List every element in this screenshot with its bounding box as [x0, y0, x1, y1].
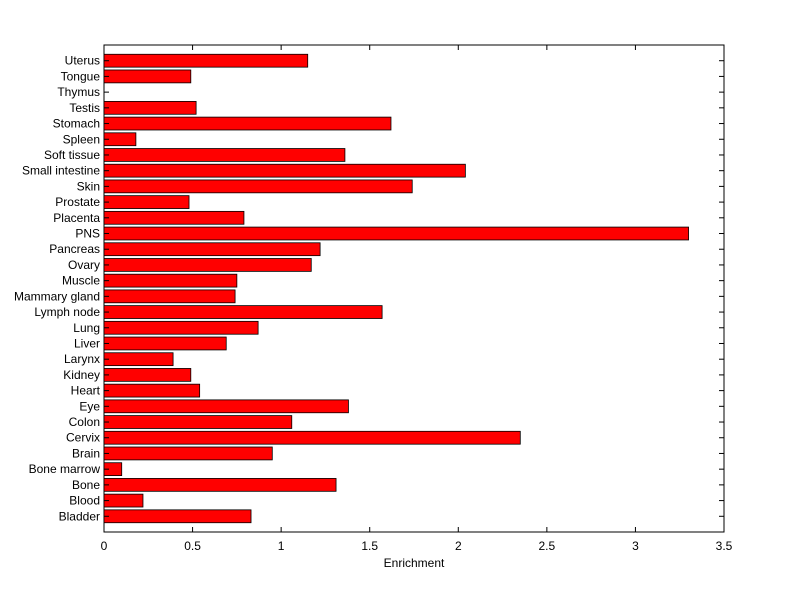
y-tick-label: Skin — [77, 179, 100, 193]
x-tick-label: 2 — [455, 539, 462, 553]
y-tick-label: Eye — [79, 399, 100, 413]
y-tick-label: Bone — [72, 478, 100, 492]
y-tick-label: Heart — [71, 384, 101, 398]
y-tick-label: Bladder — [59, 509, 100, 523]
bar-muscle — [103, 273, 238, 288]
x-axis: 0 0.5 1 1.5 2 2.5 3 3.5 — [101, 45, 733, 553]
bar-bone — [103, 478, 337, 492]
y-tick-label: Larynx — [64, 352, 100, 366]
y-tick-label: Kidney — [63, 368, 100, 382]
bar-ovary — [103, 258, 312, 272]
x-tick-label: 3.5 — [716, 539, 733, 553]
y-tick-label: Mammary gland — [14, 289, 100, 303]
y-tick-label: Lung — [73, 321, 100, 335]
y-tick-label: Bone marrow — [29, 462, 101, 476]
y-tick-label: Tongue — [61, 69, 101, 83]
y-tick-label: Testis — [69, 101, 100, 115]
bar-prostate — [103, 195, 190, 209]
y-tick-label: Lymph node — [34, 305, 100, 319]
bar-colon — [103, 415, 293, 429]
bar-lymph-node — [103, 305, 383, 319]
bar-skin — [103, 179, 413, 194]
bar-uterus — [103, 53, 309, 68]
y-tick-label: Spleen — [63, 132, 100, 146]
y-tick-label: Cervix — [66, 431, 100, 445]
bar-eye — [103, 399, 349, 414]
y-tick-label: Prostate — [55, 195, 100, 209]
y-tick-label: Muscle — [62, 274, 100, 288]
y-tick-label: Blood — [69, 494, 100, 508]
x-axis-label: Enrichment — [384, 556, 445, 570]
y-tick-label: Pancreas — [49, 242, 100, 256]
y-tick-label: Uterus — [65, 54, 100, 68]
bar-pns — [103, 226, 689, 241]
bar-tongue — [103, 69, 192, 84]
y-tick-label: PNS — [75, 227, 100, 241]
bar-kidney — [103, 368, 192, 382]
x-tick-label: 0.5 — [184, 539, 201, 553]
bar-mammary-gland — [103, 289, 236, 304]
y-tick-label: Colon — [69, 415, 100, 429]
bar-liver — [103, 336, 227, 351]
y-tick-label: Thymus — [57, 85, 100, 99]
bar-cervix — [103, 430, 521, 445]
x-tick-label: 1.5 — [361, 539, 378, 553]
bar-placenta — [103, 210, 245, 225]
bar-small-intestine — [103, 163, 466, 178]
y-tick-label: Brain — [72, 446, 100, 460]
axes-box — [103, 44, 725, 533]
y-tick-label: Placenta — [53, 211, 100, 225]
bar-bladder — [103, 509, 252, 524]
y-tick-label: Stomach — [53, 117, 100, 131]
x-tick-label: 1 — [278, 539, 285, 553]
bar-testis — [103, 100, 197, 115]
x-tick-label: 2.5 — [539, 539, 556, 553]
bars — [103, 53, 689, 524]
bar-larynx — [103, 352, 174, 367]
bar-stomach — [103, 116, 392, 131]
bar-lung — [103, 320, 259, 335]
bar-brain — [103, 446, 273, 461]
y-tick-label: Ovary — [68, 258, 100, 272]
bar-blood — [103, 493, 144, 508]
bar-heart — [103, 383, 201, 398]
bar-pancreas — [103, 242, 321, 257]
bar-soft-tissue — [103, 148, 346, 162]
y-tick-label: Soft tissue — [44, 148, 100, 162]
x-tick-label: 0 — [101, 539, 108, 553]
x-tick-label: 3 — [632, 539, 639, 553]
y-tick-label: Small intestine — [22, 164, 100, 178]
y-tick-label: Liver — [74, 336, 100, 350]
